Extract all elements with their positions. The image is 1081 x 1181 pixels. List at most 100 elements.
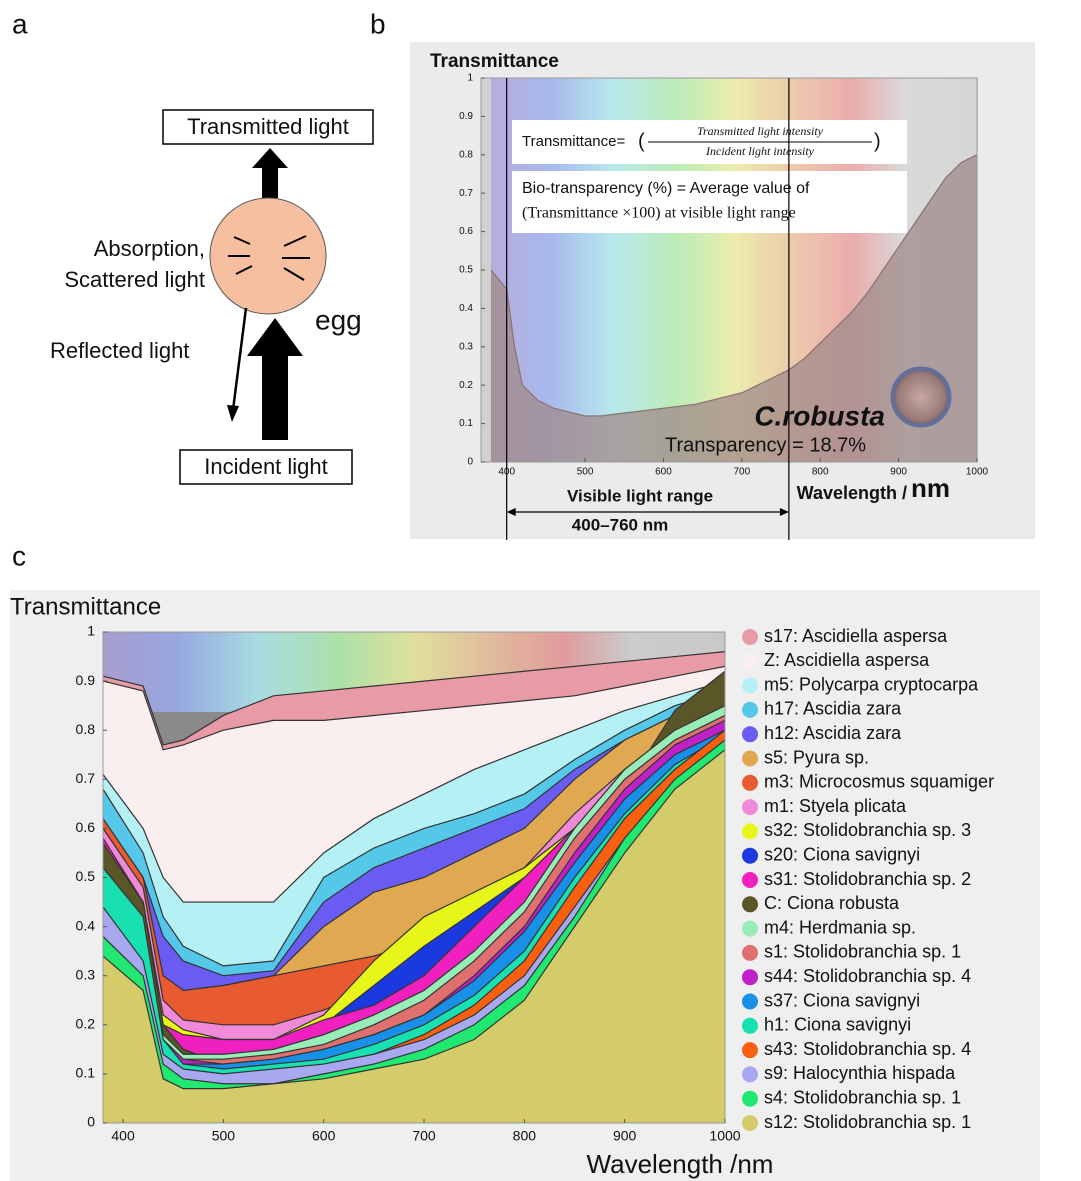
y-tick-label: 0.9: [76, 672, 96, 688]
label: Incident light: [204, 454, 328, 479]
y-tick-label: 0.4: [459, 303, 473, 314]
formula-numerator: Transmitted light intensity: [697, 124, 824, 138]
egg: [210, 198, 326, 314]
legend-label: s5: Pyura sp.: [764, 747, 869, 767]
legend-swatch: [742, 896, 758, 912]
label: egg: [315, 304, 362, 335]
x-tick-label: 600: [655, 467, 672, 478]
legend-swatch: [742, 1115, 758, 1131]
legend-swatch: [742, 678, 758, 694]
x-tick-label: 1000: [966, 467, 989, 478]
legend-swatch: [742, 1091, 758, 1107]
legend-swatch: [742, 1018, 758, 1034]
legend-label: m4: Herdmania sp.: [764, 917, 916, 937]
figure: a Transmitted light Absorption, Scattere…: [0, 0, 1081, 1181]
panel-a: a Transmitted light Absorption, Scattere…: [12, 8, 373, 484]
legend-swatch: [742, 653, 758, 669]
y-tick-label: 0.3: [459, 341, 473, 352]
legend-swatch: [742, 629, 758, 645]
y-tick-label: 0.8: [459, 149, 473, 160]
x-tick-label: 800: [812, 467, 829, 478]
y-tick-label: 0.5: [76, 868, 96, 884]
label: Scattered light: [64, 267, 205, 292]
x-tick-label: 500: [577, 467, 594, 478]
x-tick-label: 600: [312, 1128, 336, 1144]
legend-label: h1: Ciona savignyi: [764, 1015, 911, 1035]
legend-swatch: [742, 751, 758, 767]
transparency: Transparency = 18.7%: [665, 434, 866, 456]
range-label: Visible light range: [567, 486, 713, 505]
legend-swatch: [742, 872, 758, 888]
x-tick-label: 1000: [709, 1128, 740, 1144]
x-tick-label: 900: [890, 467, 907, 478]
legend-label: s32: Stolidobranchia sp. 3: [764, 820, 971, 840]
legend-swatch: [742, 1066, 758, 1082]
panel-label: c: [12, 540, 26, 571]
x-tick-label: 700: [733, 467, 750, 478]
arrow-head: [247, 318, 303, 356]
formula: Transmittance=: [522, 133, 625, 150]
legend-label: s43: Stolidobranchia sp. 4: [764, 1039, 971, 1059]
legend-label: s12: Stolidobranchia sp. 1: [764, 1112, 971, 1132]
arrow: [262, 166, 278, 198]
y-tick-label: 0: [87, 1114, 95, 1130]
label: Reflected light: [50, 338, 189, 363]
axis-title: Wavelength /: [797, 483, 907, 503]
x-tick-label: 800: [513, 1128, 537, 1144]
legend-label: Z: Ascidiella aspersa: [764, 650, 930, 670]
legend-label: s31: Stolidobranchia sp. 2: [764, 869, 971, 889]
legend-label: m5: Polycarpa cryptocarpa: [764, 674, 979, 694]
y-tick-label: 0.9: [459, 111, 473, 122]
legend-label: s1: Stolidobranchia sp. 1: [764, 942, 961, 962]
arrow-head: [227, 405, 239, 422]
axis-title: Transmittance: [430, 51, 559, 72]
legend-swatch: [742, 1042, 758, 1058]
y-tick-label: 0.2: [459, 380, 473, 391]
x-tick-label: 500: [212, 1128, 236, 1144]
legend-label: m1: Styela plicata: [764, 796, 907, 816]
y-tick-label: 0.1: [76, 1065, 96, 1081]
y-tick-label: 0.5: [459, 265, 473, 276]
legend-swatch: [742, 823, 758, 839]
arrow-head: [252, 148, 288, 168]
definition: (Transmittance ×100) at visible light ra…: [522, 205, 796, 222]
legend-swatch: [742, 945, 758, 961]
label: Transmitted light: [187, 114, 349, 139]
legend-label: h17: Ascidia zara: [764, 699, 902, 719]
legend-swatch: [742, 726, 758, 742]
legend-label: h12: Ascidia zara: [764, 723, 902, 743]
range-text: 400–760 nm: [572, 515, 668, 534]
paren: ): [874, 130, 881, 152]
y-tick-label: 0: [467, 457, 473, 468]
panel-label: b: [370, 8, 386, 39]
y-tick-label: 0.3: [76, 966, 96, 982]
y-tick-label: 0.8: [76, 721, 96, 737]
y-tick-label: 0.7: [76, 770, 96, 786]
label: Absorption,: [94, 236, 205, 261]
y-tick-label: 1: [87, 623, 95, 639]
legend-label: m3: Microcosmus squamiger: [764, 772, 994, 792]
legend-label: s9: Halocynthia hispada: [764, 1063, 956, 1083]
y-tick-label: 1: [467, 73, 473, 84]
y-tick-label: 0.7: [459, 188, 473, 199]
panel-label: a: [12, 8, 28, 39]
x-tick-label: 400: [111, 1128, 135, 1144]
legend-swatch: [742, 994, 758, 1010]
legend-label: s20: Ciona savignyi: [764, 844, 920, 864]
egg-photo: [892, 368, 950, 426]
legend-swatch: [742, 799, 758, 815]
legend-label: s4: Stolidobranchia sp. 1: [764, 1087, 961, 1107]
y-tick-label: 0.6: [76, 819, 96, 835]
definition: Bio-transparency (%) = Average value of: [522, 180, 810, 197]
y-tick-label: 0.1: [459, 418, 473, 429]
x-tick-label: 700: [412, 1128, 436, 1144]
legend-swatch: [742, 921, 758, 937]
legend-label: s17: Ascidiella aspersa: [764, 626, 948, 646]
legend-swatch: [742, 848, 758, 864]
y-tick-label: 0.6: [459, 226, 473, 237]
axis-title: Transmittance: [10, 593, 161, 620]
formula-denominator: Incident light intensity: [705, 144, 815, 158]
species: C.robusta: [754, 400, 885, 431]
legend-swatch: [742, 702, 758, 718]
axis-title: Wavelength /nm: [587, 1149, 774, 1179]
